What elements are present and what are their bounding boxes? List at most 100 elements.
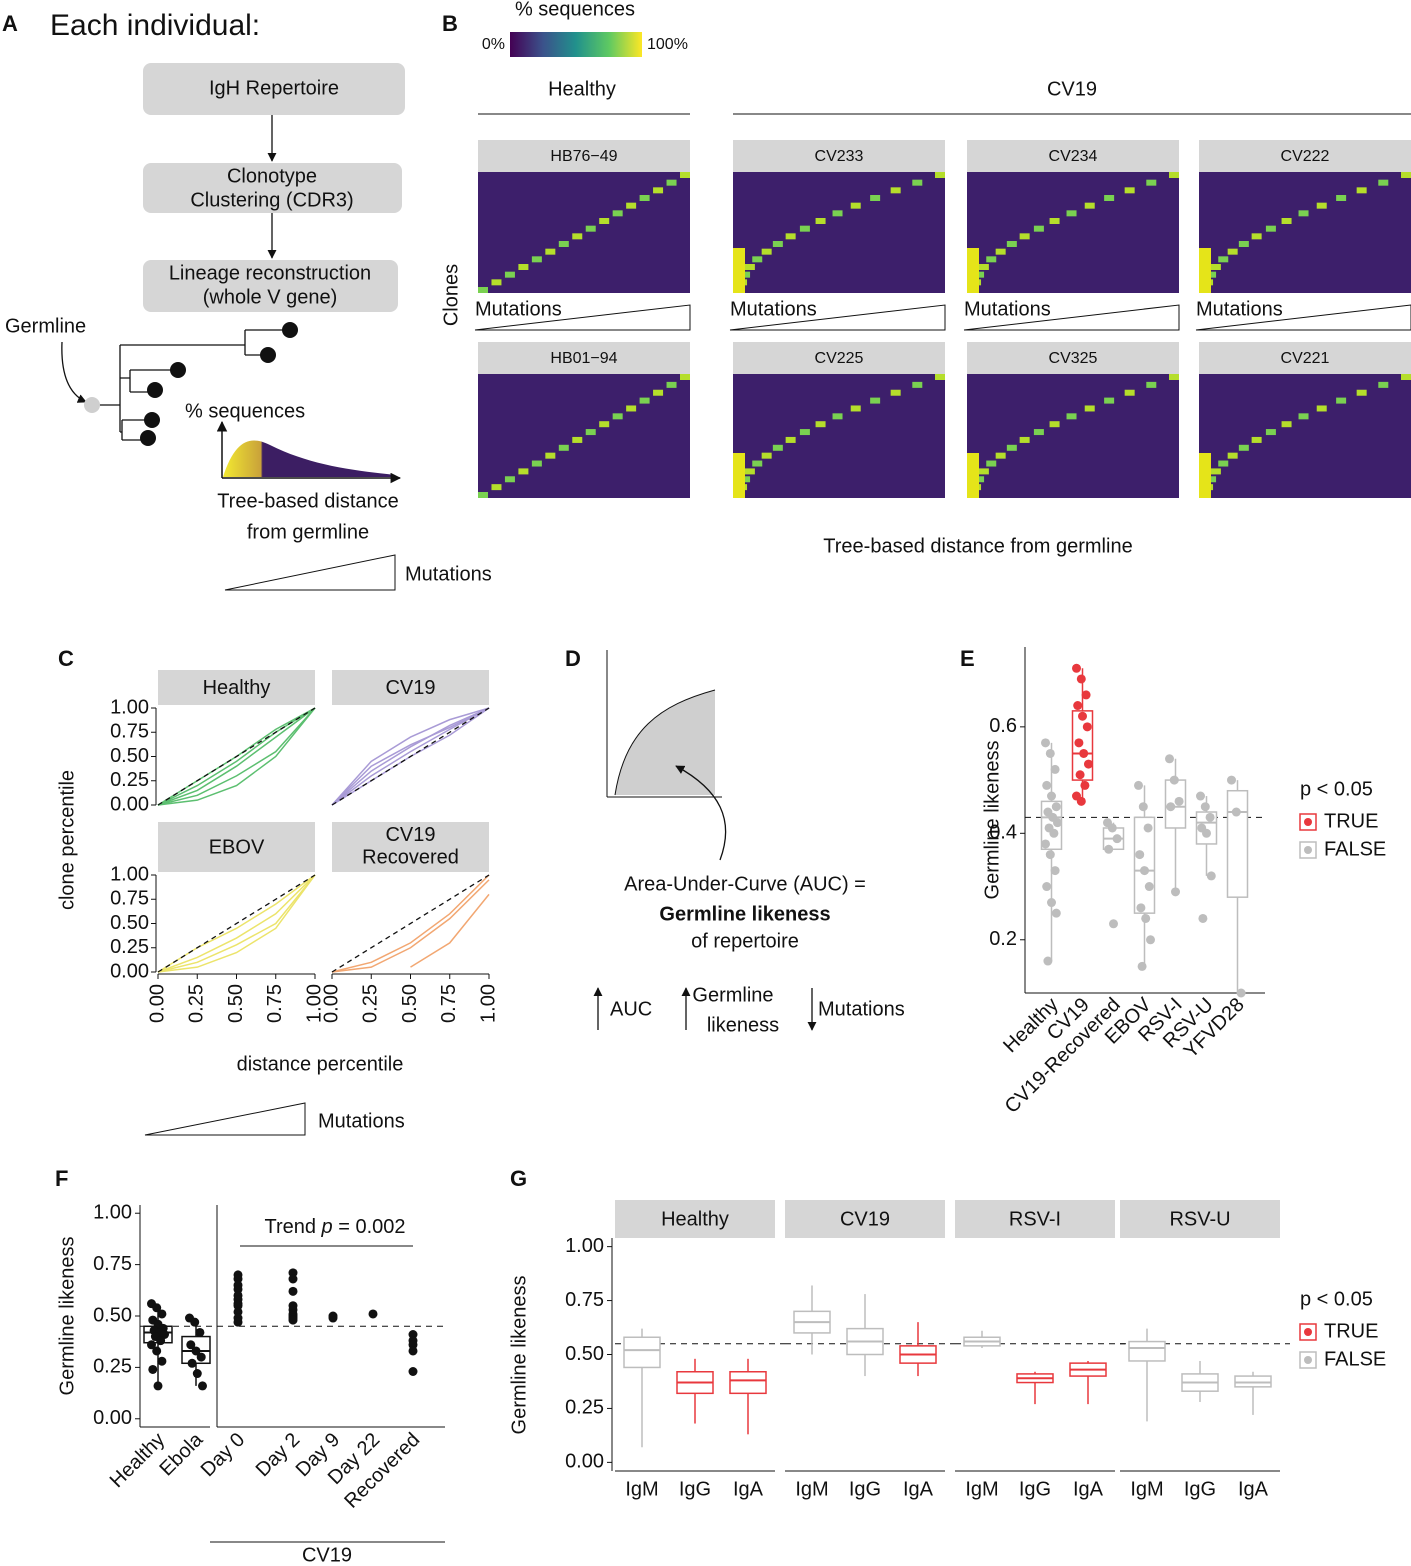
heatmap-cell (626, 405, 637, 412)
strip (733, 140, 945, 172)
density-shape (223, 440, 395, 477)
heatmap-cell (785, 436, 796, 443)
auc-text: of repertoire (691, 930, 799, 952)
heatmap-cell (1356, 187, 1367, 194)
legend-label: TRUE (1324, 810, 1378, 832)
heatmap-cell (1006, 241, 1017, 247)
mutation-wedge (963, 304, 1180, 331)
y-tick-label: 0.75 (565, 1289, 604, 1311)
point (1082, 722, 1092, 732)
y-tick-label: 0.25 (93, 1356, 132, 1378)
point (1171, 887, 1180, 897)
heatmap-cell (1146, 179, 1157, 186)
point (1084, 759, 1093, 769)
distance-label: Tree-based distance (217, 490, 399, 512)
strip-label: Healthy (661, 1208, 729, 1230)
auc-curve (614, 689, 716, 796)
x-tick-label: 0.00 (320, 984, 342, 1023)
density-label: % sequences (185, 400, 305, 422)
heatmap-cell (1066, 210, 1077, 217)
mutation-wedge (474, 304, 691, 331)
x-axis-label: Tree-based distance from germline (823, 535, 1132, 557)
heatmap (733, 172, 945, 293)
auc-text: Germline likeness (659, 903, 830, 925)
point (1138, 802, 1148, 812)
heatmap-cell (967, 453, 979, 498)
x-tick-label: 0.75 (438, 984, 460, 1023)
curve (331, 879, 490, 973)
strip (1199, 140, 1411, 172)
heatmap-cell (1281, 218, 1292, 224)
heatmap-cell (478, 287, 488, 293)
heatmap-cell (890, 389, 901, 396)
mutations-label: Mutations (405, 563, 492, 585)
heatmap-cell (612, 210, 623, 217)
reference-diagonal (331, 707, 490, 806)
heatmap-cell (653, 389, 664, 396)
point (233, 1301, 243, 1311)
heatmap-cell (680, 172, 690, 178)
x-tick-label: IgG (1184, 1478, 1216, 1500)
point (153, 1381, 163, 1391)
heatmap-cell (761, 248, 772, 255)
heatmap-cell (1169, 374, 1179, 380)
reference-diagonal (157, 874, 316, 973)
reference-diagonal (331, 874, 490, 973)
heatmap-cell (1019, 436, 1030, 443)
strip-label: CV225 (815, 350, 864, 367)
mutations-label: Mutations (1196, 298, 1283, 320)
reference-diagonal (157, 707, 316, 806)
point (288, 1286, 298, 1296)
strip (955, 1200, 1115, 1238)
heatmap-cell (995, 452, 1006, 459)
x-tick-label: Day 2 (252, 1429, 305, 1482)
point (1135, 850, 1145, 860)
legend-key (1304, 1328, 1312, 1336)
strip (332, 822, 489, 872)
heatmap-cell (680, 374, 690, 380)
x-tick-label: IgA (1073, 1478, 1104, 1500)
point (1045, 748, 1055, 758)
y-axis-label: Germline likeness (981, 741, 1003, 900)
point (1078, 711, 1087, 721)
point (1042, 882, 1052, 892)
x-tick-label: IgM (795, 1478, 828, 1500)
heatmap-cell (1210, 468, 1221, 475)
heatmap-cell (785, 233, 796, 240)
panel-label: F (55, 1166, 68, 1191)
strip-label: HB01−94 (550, 350, 617, 367)
point (233, 1284, 243, 1294)
legend-label: FALSE (1324, 838, 1386, 860)
mutation-wedge (1195, 304, 1411, 331)
x-tick-label: 0.75 (264, 984, 286, 1023)
step-box (143, 260, 398, 312)
heatmap-cell (799, 225, 810, 232)
heatmap-cell (850, 202, 861, 209)
point (195, 1327, 205, 1337)
x-tick-label: IgG (849, 1478, 881, 1500)
heatmap-cell (1265, 225, 1276, 232)
heatmap (1199, 172, 1411, 293)
heatmap-cell (1104, 397, 1115, 404)
heatmap-cell (1084, 202, 1095, 209)
point (408, 1340, 418, 1350)
curve (410, 893, 490, 968)
x-tick-label: 0.25 (186, 984, 208, 1023)
heatmap-cell (1199, 248, 1211, 293)
y-tick-label: 0.50 (110, 912, 149, 934)
point (1041, 738, 1050, 748)
auc-label: AUC (610, 998, 652, 1020)
strip-label: Recovered (362, 847, 459, 869)
heatmap-cell (491, 484, 502, 491)
strip (733, 342, 945, 374)
heatmap-cell (1124, 389, 1135, 396)
x-tick-label: 0.00 (146, 984, 168, 1023)
strip-label: CV222 (1281, 148, 1330, 165)
heatmap-cell (978, 264, 989, 270)
heatmap (967, 374, 1179, 498)
point (408, 1367, 418, 1376)
y-tick-label: 1.00 (93, 1202, 132, 1224)
heatmap-cell (744, 468, 755, 475)
heatmap-cell (545, 248, 556, 255)
point (328, 1313, 338, 1323)
